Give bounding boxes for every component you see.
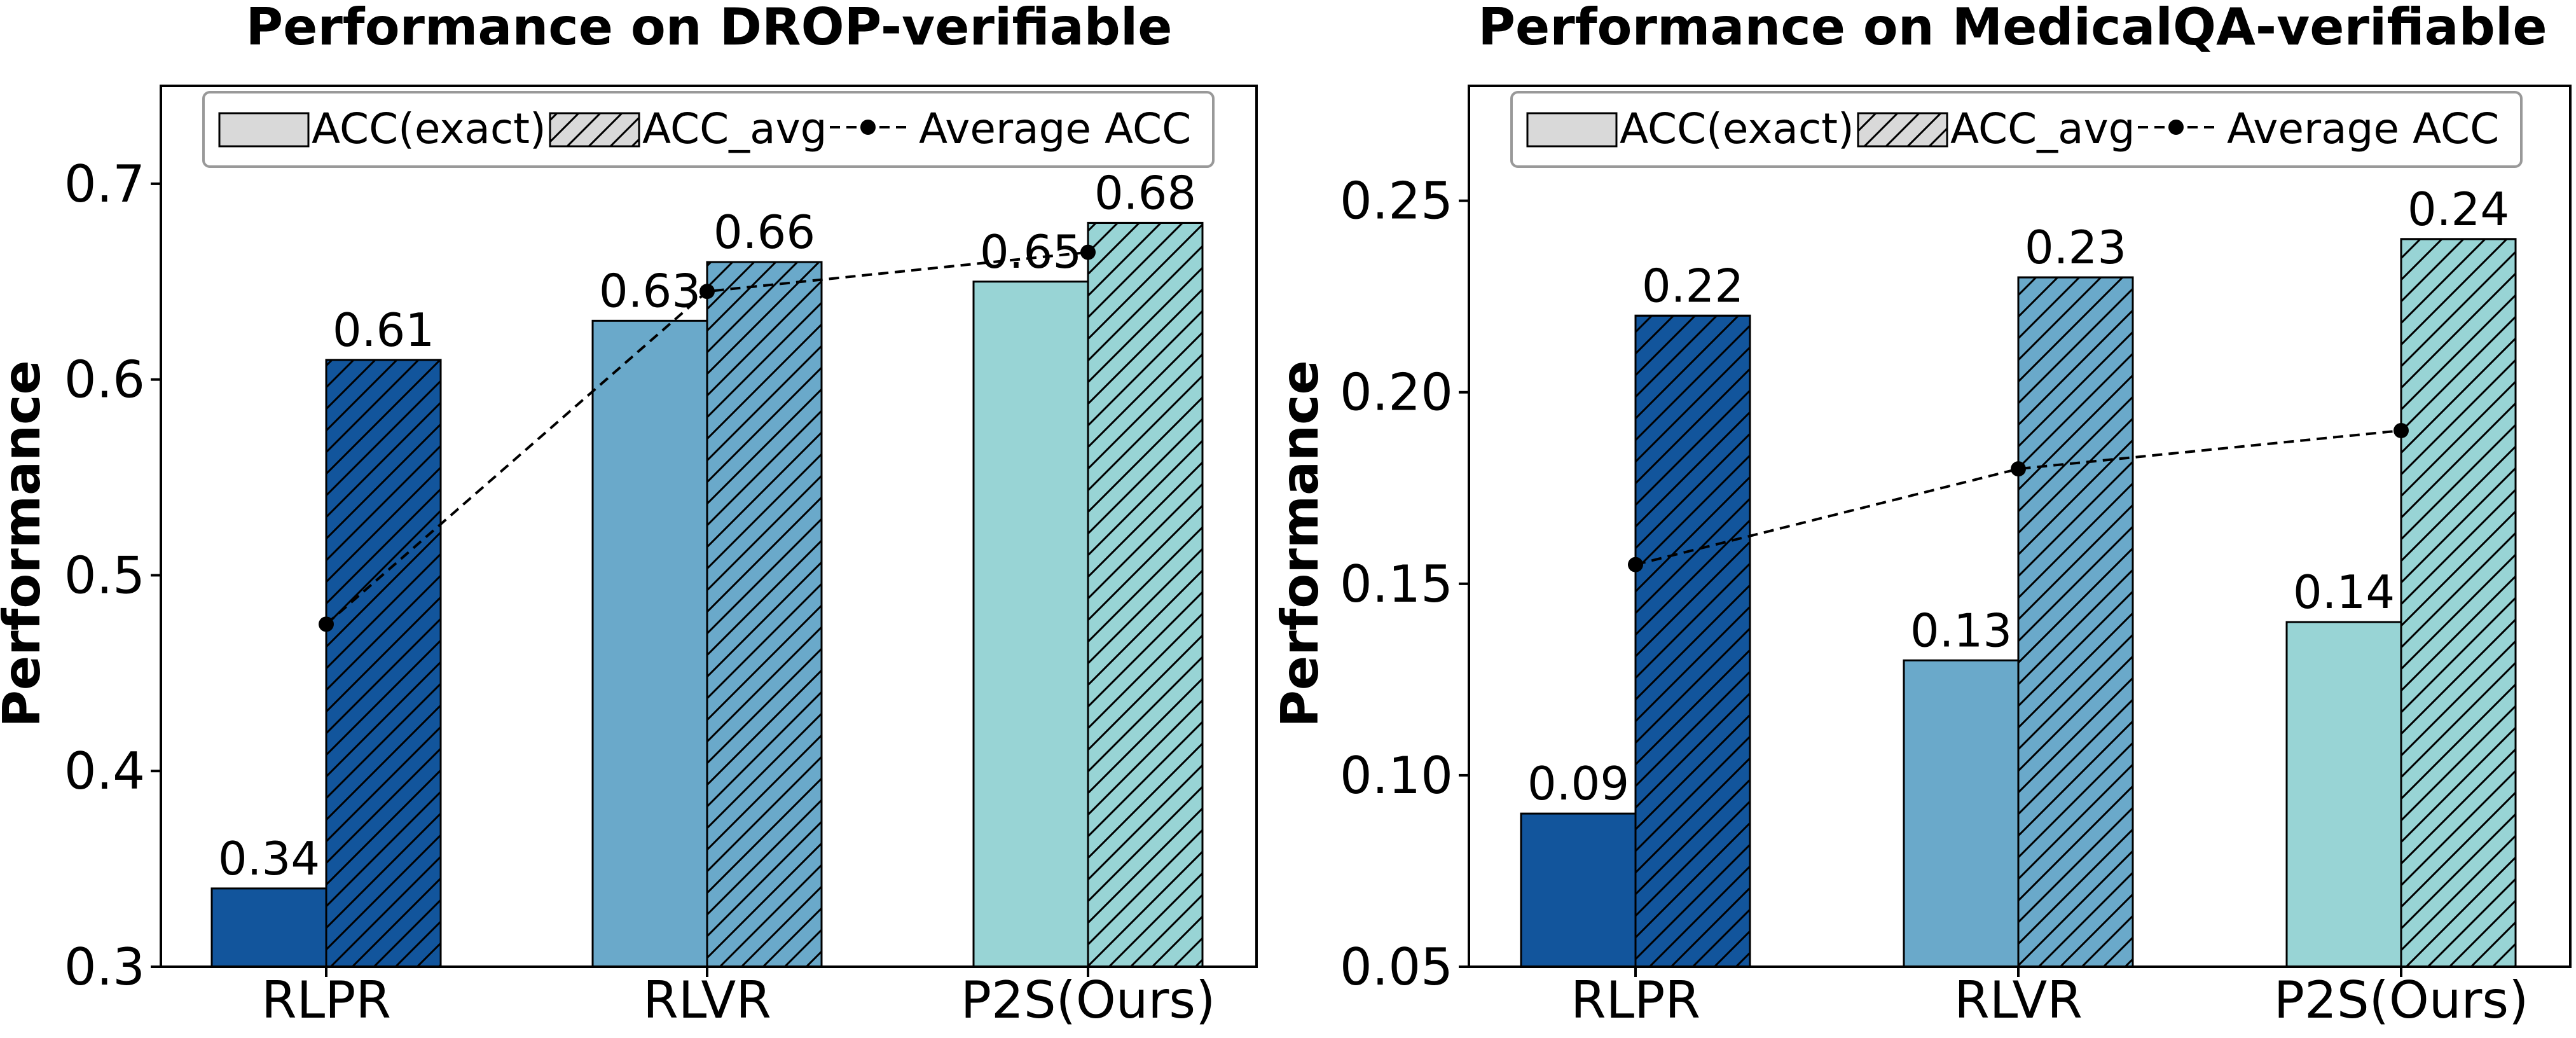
data-label: 0.09: [1527, 757, 1629, 810]
y-tick-label: 0.05: [1340, 938, 1453, 997]
bar-acc-exact: [1520, 812, 1637, 968]
data-label: 0.34: [218, 832, 320, 885]
x-tick-label: RLVR: [643, 971, 771, 1030]
legend-label-average: Average ACC: [2227, 104, 2499, 153]
legend-label-exact: ACC(exact): [1620, 104, 1854, 153]
bar-hatch-overlay: [325, 359, 442, 968]
data-label: 0.23: [2025, 221, 2126, 274]
y-axis-label: Performance: [1271, 360, 1330, 728]
x-tick-label: RLPR: [261, 971, 391, 1030]
data-label: 0.24: [2407, 183, 2509, 236]
legend-label-average: Average ACC: [919, 104, 1191, 153]
chart-panel-drop: Performance on DROP-verifiable Performan…: [0, 0, 1258, 1030]
average-acc-point: [2011, 461, 2026, 477]
y-tick-label: 0.25: [1340, 172, 1453, 231]
y-axis-ticks: 0.3 0.4 0.5 0.6 0.7: [64, 155, 161, 997]
y-tick-label: 0.15: [1340, 555, 1453, 614]
x-axis-ticks: RLPR RLVR P2S(Ours): [1571, 967, 2528, 1030]
average-line: [1628, 422, 2409, 572]
legend-swatch-exact: [1526, 112, 1618, 148]
average-acc-point: [1628, 557, 1643, 572]
y-tick-label: 0.10: [1340, 746, 1453, 805]
legend-marker-average: [860, 120, 876, 135]
bar-hatch-overlay: [706, 261, 823, 968]
y-tick-label: 0.7: [64, 155, 145, 214]
bar-hatch-overlay: [1087, 221, 1204, 968]
average-acc-point: [319, 616, 334, 632]
average-acc-point: [1080, 244, 1096, 260]
x-axis-ticks: RLPR RLVR P2S(Ours): [261, 967, 1215, 1030]
bar-acc-exact: [972, 280, 1089, 968]
bar-acc-exact: [2285, 621, 2402, 968]
x-tick-label: RLVR: [1954, 971, 2083, 1030]
data-label: 0.63: [599, 264, 701, 317]
data-label: 0.66: [713, 205, 815, 259]
y-tick-label: 0.20: [1340, 363, 1453, 422]
bar-hatch-overlay: [1634, 314, 1751, 968]
data-label: 0.22: [1642, 259, 1744, 312]
legend-frame: [1510, 91, 2523, 168]
bar-acc-exact: [210, 887, 327, 968]
y-axis-label: Performance: [0, 360, 52, 728]
legend-label-avg: ACC_avg: [1950, 104, 2135, 153]
bar-acc-exact: [1903, 659, 2020, 968]
chart-title: Performance on DROP-verifiable: [245, 0, 1172, 57]
data-labels: 0.09 0.13 0.14 0.22 0.23 0.24: [1527, 183, 2509, 810]
average-acc-point: [2393, 422, 2409, 438]
legend-swatch-avg-hatch: [549, 112, 640, 148]
x-tick-label: P2S(Ours): [2274, 971, 2529, 1030]
data-label: 0.14: [2293, 565, 2395, 619]
bars: [210, 221, 1204, 968]
bar-hatch-overlay: [2400, 238, 2517, 968]
y-tick-label: 0.6: [64, 350, 145, 410]
legend-swatch-avg-hatch: [1857, 112, 1948, 148]
bars: [1520, 238, 2517, 968]
y-tick-label: 0.5: [64, 546, 145, 605]
data-label: 0.68: [1094, 166, 1196, 219]
bar-acc-exact: [591, 319, 708, 968]
legend-marker-average: [2168, 120, 2184, 135]
y-tick-label: 0.4: [64, 742, 145, 801]
y-axis-ticks: 0.05 0.10 0.15 0.20 0.25: [1340, 172, 1469, 997]
legend: ACC(exact) ACC_avg Average ACC: [202, 91, 1215, 168]
data-labels: 0.34 0.63 0.65 0.61 0.66 0.68: [218, 166, 1196, 885]
data-label: 0.13: [1910, 604, 2012, 657]
average-acc-point: [699, 284, 715, 300]
x-tick-label: RLPR: [1571, 971, 1700, 1030]
legend-label-avg: ACC_avg: [642, 104, 827, 153]
average-acc-line: [1635, 429, 2402, 566]
legend-frame: [202, 91, 1215, 168]
legend-swatch-exact: [218, 112, 310, 148]
average-line: [319, 244, 1096, 632]
legend-label-exact: ACC(exact): [312, 104, 546, 153]
y-tick-label: 0.3: [64, 938, 145, 997]
legend: ACC(exact) ACC_avg Average ACC: [1510, 91, 2523, 168]
data-label: 0.65: [980, 225, 1082, 279]
chart-title: Performance on MedicalQA-verifiable: [1478, 0, 2547, 57]
x-tick-label: P2S(Ours): [961, 971, 1216, 1030]
data-label: 0.61: [333, 303, 434, 357]
plot-frame: [160, 85, 1258, 968]
chart-panel-medicalqa: Performance on MedicalQA-verifiable Perf…: [1271, 0, 2572, 1030]
bar-hatch-overlay: [2017, 276, 2134, 968]
